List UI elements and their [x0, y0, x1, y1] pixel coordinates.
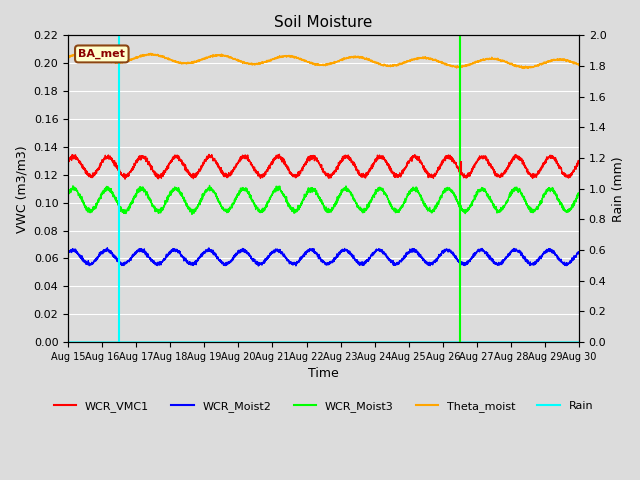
Legend: WCR_VMC1, WCR_Moist2, WCR_Moist3, Theta_moist, Rain: WCR_VMC1, WCR_Moist2, WCR_Moist3, Theta_…	[49, 397, 598, 417]
Text: BA_met: BA_met	[78, 49, 125, 59]
Title: Soil Moisture: Soil Moisture	[275, 15, 372, 30]
X-axis label: Time: Time	[308, 367, 339, 380]
Y-axis label: Rain (mm): Rain (mm)	[612, 156, 625, 222]
Y-axis label: VWC (m3/m3): VWC (m3/m3)	[15, 145, 28, 232]
